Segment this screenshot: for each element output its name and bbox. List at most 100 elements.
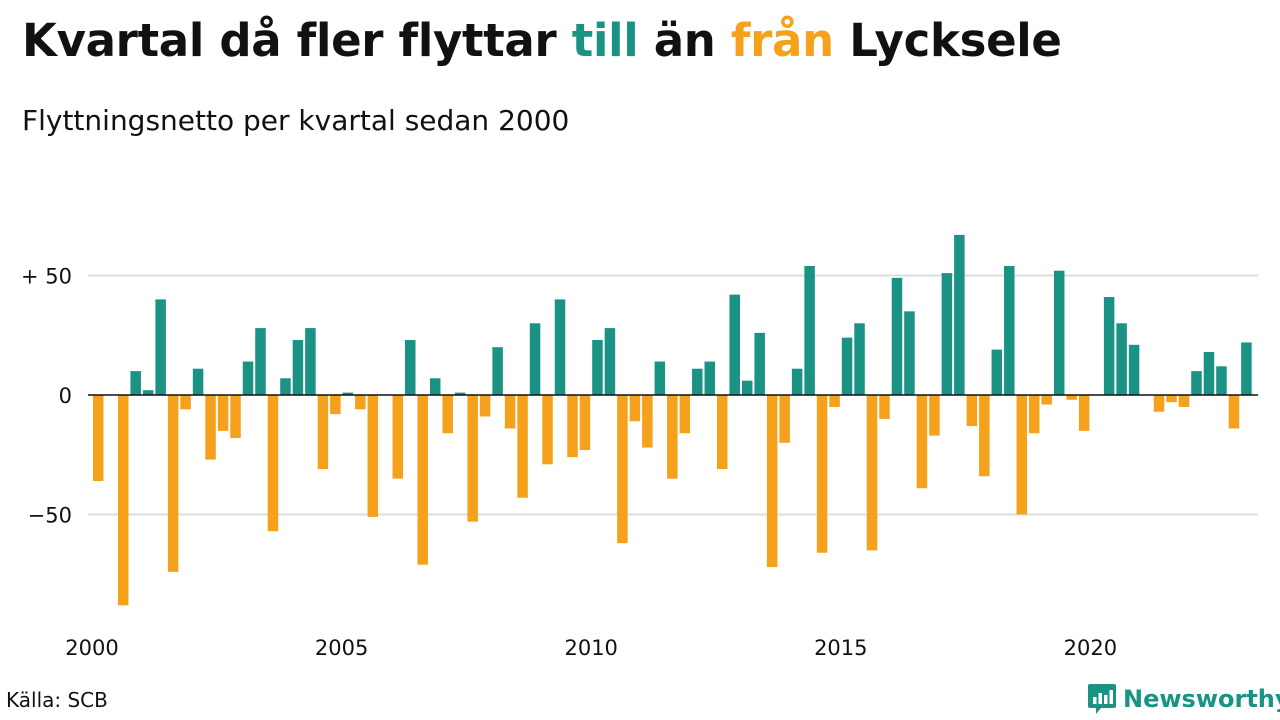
bar bbox=[1241, 342, 1252, 395]
bar bbox=[192, 368, 204, 395]
bar bbox=[791, 368, 803, 395]
bar bbox=[829, 395, 840, 407]
bar bbox=[692, 368, 703, 395]
bar bbox=[117, 395, 129, 606]
bar bbox=[729, 294, 740, 395]
bar bbox=[642, 395, 653, 448]
bar bbox=[417, 395, 428, 565]
bar bbox=[1228, 395, 1240, 429]
bar bbox=[1178, 395, 1190, 407]
bar bbox=[217, 395, 229, 431]
bar bbox=[1153, 395, 1165, 412]
bar bbox=[579, 395, 591, 450]
y-tick-label: + 50 bbox=[21, 265, 72, 289]
bar bbox=[904, 311, 915, 395]
bar bbox=[717, 395, 728, 470]
bar bbox=[167, 395, 179, 572]
bar bbox=[617, 395, 628, 544]
title-part-2: än bbox=[638, 14, 731, 67]
title-part-1: Kvartal då fler flyttar bbox=[22, 14, 572, 67]
bar bbox=[941, 273, 953, 395]
bar bbox=[142, 390, 154, 395]
bar bbox=[280, 378, 291, 395]
bar bbox=[330, 395, 341, 415]
y-tick-label: 0 bbox=[59, 384, 72, 408]
bar bbox=[367, 395, 379, 517]
bar bbox=[741, 380, 753, 395]
x-tick-label: 2015 bbox=[814, 636, 867, 660]
bar bbox=[267, 395, 279, 532]
bar bbox=[779, 395, 790, 443]
bar bbox=[554, 299, 566, 395]
bar bbox=[929, 395, 940, 436]
brand-name: Newsworthy bbox=[1123, 685, 1280, 713]
x-tick-label: 2010 bbox=[564, 636, 617, 660]
bar bbox=[492, 347, 503, 395]
bar bbox=[891, 277, 903, 395]
bar bbox=[529, 323, 541, 395]
bar bbox=[479, 395, 491, 417]
bar bbox=[979, 395, 990, 477]
bar bbox=[1066, 395, 1077, 400]
bar bbox=[317, 395, 329, 470]
bar bbox=[866, 395, 878, 551]
bar bbox=[1166, 395, 1177, 403]
bar bbox=[654, 361, 666, 395]
bar bbox=[604, 328, 616, 395]
bar bbox=[180, 395, 191, 410]
bar bbox=[1191, 371, 1202, 395]
brand-logo: Newsworthy bbox=[1087, 682, 1280, 716]
newsworthy-logo-icon bbox=[1088, 684, 1116, 714]
bar bbox=[292, 340, 304, 395]
bar bbox=[1203, 351, 1215, 395]
bar bbox=[355, 395, 366, 410]
bar bbox=[230, 395, 241, 439]
bar bbox=[392, 395, 404, 479]
bar bbox=[841, 337, 853, 395]
chart-subtitle: Flyttningsnetto per kvartal sedan 2000 bbox=[22, 104, 570, 137]
bar bbox=[991, 349, 1003, 395]
bar bbox=[966, 395, 978, 427]
chart-title: Kvartal då fler flyttar till än från Lyc… bbox=[22, 14, 1062, 67]
bar bbox=[1078, 395, 1090, 431]
bar bbox=[879, 395, 890, 419]
bar bbox=[442, 395, 453, 434]
bar bbox=[1216, 366, 1227, 395]
bar bbox=[954, 234, 965, 395]
bar bbox=[916, 395, 928, 489]
bar bbox=[467, 395, 478, 522]
bar bbox=[754, 332, 765, 395]
bar bbox=[567, 395, 578, 458]
bar bbox=[1128, 344, 1140, 395]
bar bbox=[405, 340, 416, 395]
bar bbox=[1116, 323, 1127, 395]
x-tick-label: 2020 bbox=[1064, 636, 1117, 660]
bar bbox=[1004, 265, 1015, 395]
bar bbox=[704, 361, 716, 395]
source-note: Källa: SCB bbox=[6, 688, 108, 712]
title-word-in: till bbox=[571, 14, 639, 67]
bar bbox=[1053, 270, 1065, 395]
bar bbox=[854, 323, 865, 395]
bar bbox=[429, 378, 441, 395]
bar bbox=[667, 395, 678, 479]
bar bbox=[816, 395, 828, 553]
title-word-out: från bbox=[730, 14, 834, 67]
bar bbox=[1103, 297, 1115, 395]
title-part-3: Lycksele bbox=[833, 14, 1062, 67]
bar bbox=[305, 328, 316, 395]
x-tick-label: 2000 bbox=[65, 636, 118, 660]
bar bbox=[1016, 395, 1028, 515]
bar bbox=[542, 395, 553, 465]
y-tick-label: −50 bbox=[28, 504, 72, 528]
bar bbox=[93, 395, 104, 482]
bar bbox=[766, 395, 778, 568]
bar bbox=[629, 395, 641, 422]
bar bbox=[255, 328, 266, 395]
bar bbox=[679, 395, 691, 434]
bar bbox=[504, 395, 516, 429]
bar bbox=[155, 299, 166, 395]
bar bbox=[1041, 395, 1052, 405]
bar bbox=[592, 340, 603, 395]
